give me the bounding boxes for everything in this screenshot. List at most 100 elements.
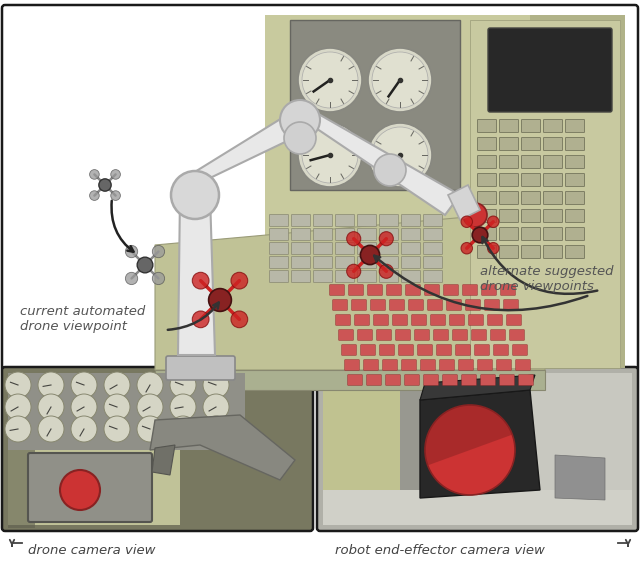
FancyBboxPatch shape (367, 375, 381, 385)
FancyBboxPatch shape (380, 345, 394, 355)
Text: alternate suggested
drone viewpoints: alternate suggested drone viewpoints (480, 265, 614, 293)
FancyBboxPatch shape (522, 155, 541, 168)
FancyBboxPatch shape (380, 271, 399, 282)
FancyBboxPatch shape (499, 137, 518, 150)
FancyBboxPatch shape (291, 215, 310, 227)
Polygon shape (530, 15, 625, 368)
FancyBboxPatch shape (412, 315, 426, 325)
FancyBboxPatch shape (475, 345, 490, 355)
FancyBboxPatch shape (336, 315, 350, 325)
FancyBboxPatch shape (477, 228, 497, 241)
Polygon shape (290, 20, 460, 190)
Circle shape (5, 416, 31, 442)
FancyBboxPatch shape (499, 246, 518, 259)
FancyBboxPatch shape (484, 299, 499, 310)
FancyBboxPatch shape (566, 192, 584, 205)
FancyBboxPatch shape (428, 299, 442, 310)
FancyBboxPatch shape (434, 330, 448, 340)
FancyBboxPatch shape (358, 257, 376, 268)
FancyBboxPatch shape (509, 330, 524, 340)
FancyBboxPatch shape (468, 315, 483, 325)
Polygon shape (448, 185, 480, 220)
Circle shape (380, 232, 394, 246)
Circle shape (298, 48, 362, 112)
FancyBboxPatch shape (358, 271, 376, 282)
FancyBboxPatch shape (424, 271, 442, 282)
FancyBboxPatch shape (543, 137, 563, 150)
Polygon shape (150, 415, 295, 480)
FancyBboxPatch shape (499, 192, 518, 205)
FancyBboxPatch shape (543, 210, 563, 223)
FancyBboxPatch shape (380, 228, 399, 241)
FancyBboxPatch shape (466, 299, 480, 310)
FancyBboxPatch shape (566, 137, 584, 150)
FancyBboxPatch shape (269, 257, 289, 268)
FancyBboxPatch shape (477, 137, 497, 150)
FancyBboxPatch shape (390, 299, 404, 310)
FancyBboxPatch shape (513, 345, 527, 355)
FancyBboxPatch shape (314, 242, 333, 254)
FancyBboxPatch shape (349, 285, 364, 295)
FancyBboxPatch shape (522, 210, 541, 223)
FancyBboxPatch shape (401, 228, 420, 241)
FancyBboxPatch shape (358, 330, 372, 340)
FancyBboxPatch shape (345, 360, 359, 370)
Circle shape (71, 394, 97, 420)
Circle shape (203, 394, 229, 420)
FancyBboxPatch shape (504, 299, 518, 310)
FancyBboxPatch shape (335, 271, 355, 282)
FancyBboxPatch shape (348, 375, 362, 385)
Circle shape (137, 372, 163, 398)
Circle shape (302, 127, 358, 183)
FancyBboxPatch shape (28, 453, 152, 522)
FancyBboxPatch shape (424, 257, 442, 268)
FancyBboxPatch shape (339, 330, 353, 340)
FancyBboxPatch shape (402, 360, 416, 370)
FancyBboxPatch shape (461, 375, 476, 385)
FancyBboxPatch shape (543, 246, 563, 259)
Circle shape (280, 100, 320, 140)
Polygon shape (323, 490, 632, 525)
FancyBboxPatch shape (269, 228, 289, 241)
Circle shape (111, 191, 120, 201)
Polygon shape (323, 373, 400, 525)
FancyBboxPatch shape (401, 271, 420, 282)
FancyBboxPatch shape (440, 360, 454, 370)
Circle shape (104, 372, 130, 398)
FancyBboxPatch shape (431, 315, 445, 325)
FancyBboxPatch shape (269, 215, 289, 227)
FancyBboxPatch shape (566, 173, 584, 186)
Circle shape (192, 311, 209, 328)
Circle shape (374, 154, 406, 186)
FancyBboxPatch shape (2, 5, 638, 371)
Circle shape (111, 170, 120, 179)
FancyBboxPatch shape (522, 192, 541, 205)
Circle shape (231, 311, 248, 328)
FancyBboxPatch shape (377, 330, 391, 340)
FancyBboxPatch shape (333, 299, 348, 310)
Wedge shape (425, 405, 512, 466)
Circle shape (90, 191, 99, 201)
Circle shape (298, 123, 362, 187)
FancyBboxPatch shape (380, 242, 399, 254)
Circle shape (38, 394, 64, 420)
FancyBboxPatch shape (477, 360, 492, 370)
FancyBboxPatch shape (543, 192, 563, 205)
Circle shape (104, 394, 130, 420)
FancyBboxPatch shape (424, 242, 442, 254)
FancyBboxPatch shape (374, 315, 388, 325)
FancyBboxPatch shape (522, 173, 541, 186)
FancyBboxPatch shape (386, 375, 400, 385)
FancyBboxPatch shape (566, 155, 584, 168)
Circle shape (425, 405, 515, 495)
FancyBboxPatch shape (477, 246, 497, 259)
FancyBboxPatch shape (401, 242, 420, 254)
FancyBboxPatch shape (499, 228, 518, 241)
Circle shape (170, 416, 196, 442)
FancyBboxPatch shape (383, 360, 397, 370)
Circle shape (347, 264, 361, 279)
FancyBboxPatch shape (447, 299, 461, 310)
Circle shape (209, 289, 232, 311)
FancyBboxPatch shape (499, 155, 518, 168)
FancyBboxPatch shape (493, 345, 508, 355)
